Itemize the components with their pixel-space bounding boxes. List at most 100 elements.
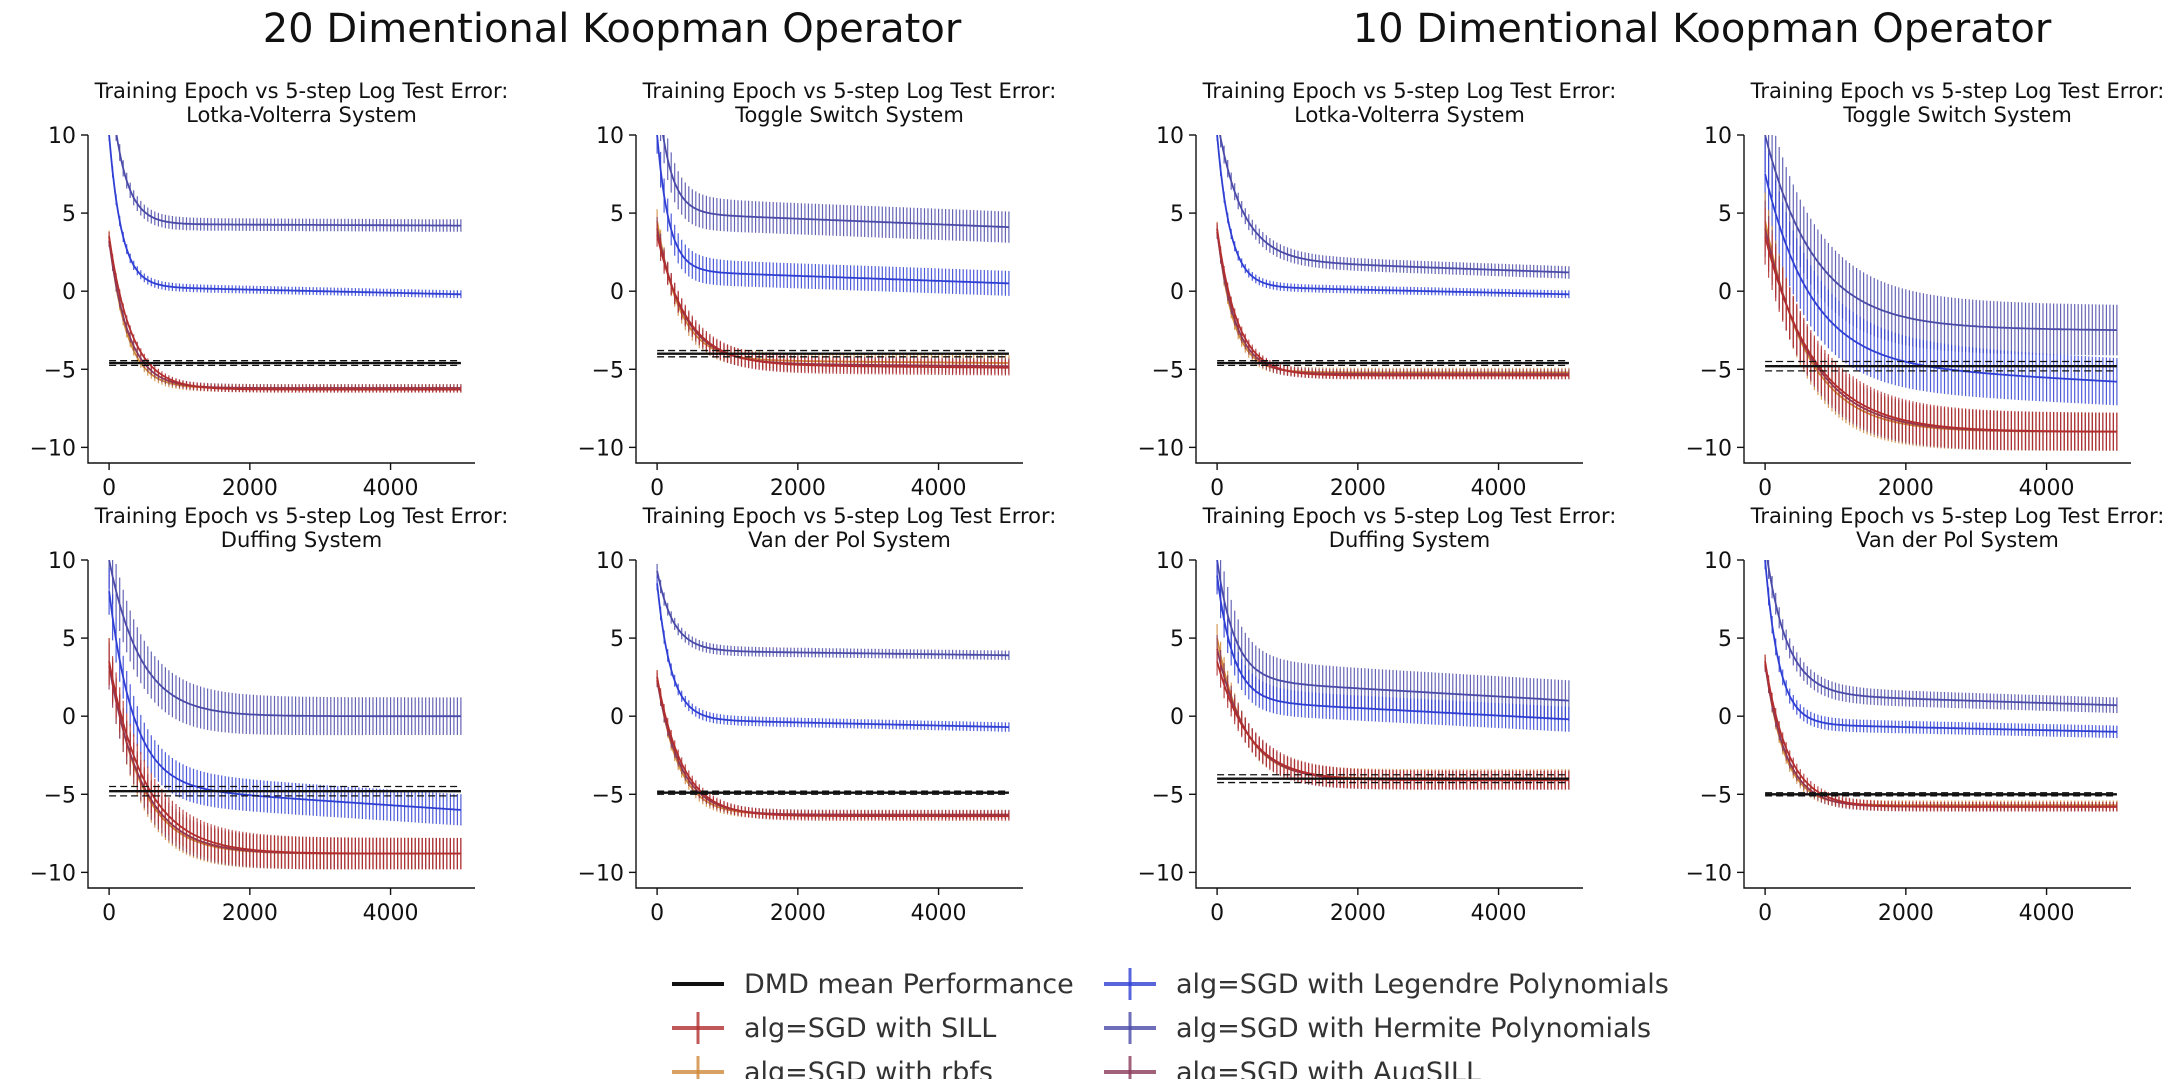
y-tick-label: 5 — [62, 202, 76, 227]
y-tick-label: −5 — [44, 783, 76, 808]
series-hermite — [1764, 135, 2118, 356]
plot-area — [656, 563, 1010, 821]
axis-spines — [1195, 560, 1583, 889]
y-tick-label: −10 — [1686, 436, 1732, 461]
legend-item-augsill: alg=SGD with AugSILL — [1104, 1056, 1481, 1079]
y-tick-label: 10 — [596, 124, 624, 149]
y-tick-label: 0 — [1170, 280, 1184, 305]
x-tick-label: 0 — [1210, 476, 1224, 501]
plot-area — [1764, 135, 2118, 451]
mean-line-legendre — [1764, 560, 2117, 733]
series-legendre — [1764, 560, 2118, 739]
error-bars-rbf — [108, 230, 462, 392]
y-tick-label: 10 — [1156, 124, 1184, 149]
y-tick-label: 5 — [1170, 627, 1184, 652]
x-tick-label: 0 — [650, 901, 664, 926]
series-legendre — [656, 135, 1010, 296]
dmd-reference — [657, 349, 1009, 358]
plot-area — [1216, 135, 1570, 380]
series-legendre — [1764, 138, 2118, 406]
chart-panel-3: Training Epoch vs 5-step Log Test Error:… — [1138, 79, 1617, 501]
plot-area — [108, 560, 462, 870]
mean-line-hermite — [662, 135, 1009, 229]
legend-label: alg=SGD with rbfs — [744, 1057, 993, 1079]
mean-line-hermite — [1216, 560, 1569, 702]
error-bars-hermite — [1220, 135, 1570, 279]
series-sill — [656, 670, 1010, 821]
chart-title-line: Lotka-Volterra System — [186, 103, 417, 127]
mean-line-hermite — [115, 135, 461, 227]
chart-panel-2: Training Epoch vs 5-step Log Test Error:… — [578, 79, 1057, 501]
mean-line-sill — [1764, 236, 2117, 433]
y-tick-label: −10 — [30, 861, 76, 886]
error-bars-augsill — [108, 235, 462, 392]
y-tick-label: −10 — [1138, 436, 1184, 461]
y-tick-label: −5 — [1152, 783, 1184, 808]
axis-spines — [1195, 135, 1583, 464]
plot-area — [108, 135, 462, 393]
left-section-title: 20 Dimentional Koopman Operator — [263, 6, 962, 52]
y-tick-label: 10 — [1704, 549, 1732, 574]
mean-line-hermite — [1766, 560, 2117, 707]
legend-item-dmd: DMD mean Performance — [672, 969, 1074, 1000]
mean-line-legendre — [108, 135, 461, 296]
axis-spines — [635, 560, 1023, 889]
mean-line-sill — [656, 676, 1009, 818]
mean-line-hermite — [1219, 135, 1569, 274]
y-tick-label: 5 — [610, 202, 624, 227]
y-tick-label: 10 — [1704, 124, 1732, 149]
chart-grid: Training Epoch vs 5-step Log Test Error:… — [30, 79, 2165, 926]
chart-panel-5: Training Epoch vs 5-step Log Test Error:… — [30, 504, 509, 926]
series-sill — [656, 223, 1010, 376]
x-tick-label: 0 — [650, 476, 664, 501]
legend-item-hermite: alg=SGD with Hermite Polynomials — [1104, 1012, 1651, 1044]
legend-label: alg=SGD with Hermite Polynomials — [1176, 1013, 1651, 1044]
error-bars-hermite — [656, 563, 1010, 660]
y-tick-label: 0 — [1170, 705, 1184, 730]
mean-line-sill — [656, 234, 1009, 369]
chart-title-line: Training Epoch vs 5-step Log Test Error: — [1750, 79, 2165, 103]
y-tick-label: −5 — [592, 358, 624, 383]
x-tick-label: 2000 — [770, 901, 826, 926]
chart-title-line: Training Epoch vs 5-step Log Test Error: — [1202, 79, 1617, 103]
series-hermite — [1766, 560, 2118, 714]
dmd-reference — [1217, 360, 1569, 367]
legend-item-legendre: alg=SGD with Legendre Polynomials — [1104, 968, 1669, 1000]
y-tick-label: 0 — [610, 280, 624, 305]
dmd-reference — [1217, 774, 1569, 784]
chart-panel-7: Training Epoch vs 5-step Log Test Error:… — [1138, 504, 1617, 926]
x-tick-label: 2000 — [222, 476, 278, 501]
legend-label: alg=SGD with Legendre Polynomials — [1176, 969, 1669, 1000]
x-tick-label: 4000 — [1471, 901, 1527, 926]
x-tick-label: 0 — [1758, 901, 1772, 926]
y-tick-label: −5 — [44, 358, 76, 383]
error-bars-hermite — [1768, 560, 2118, 714]
series-sill — [1216, 222, 1570, 380]
series-hermite — [656, 563, 1010, 660]
x-tick-label: 0 — [1210, 901, 1224, 926]
axis-spines — [635, 135, 1023, 464]
y-tick-label: 10 — [48, 124, 76, 149]
mean-line-sill — [1216, 228, 1569, 377]
series-legendre — [1216, 560, 1570, 732]
y-tick-label: 5 — [1170, 202, 1184, 227]
y-tick-label: −10 — [30, 436, 76, 461]
axis-spines — [87, 135, 475, 464]
mean-line-hermite — [656, 570, 1009, 657]
axis-spines — [1743, 135, 2131, 464]
dmd-reference — [1765, 792, 2117, 797]
y-tick-label: 0 — [62, 280, 76, 305]
series-hermite — [115, 135, 462, 232]
dmd-reference — [109, 785, 461, 797]
x-tick-label: 2000 — [222, 901, 278, 926]
series-hermite — [108, 560, 462, 736]
chart-title-line: Training Epoch vs 5-step Log Test Error: — [94, 79, 509, 103]
chart-title-line: Lotka-Volterra System — [1294, 103, 1525, 127]
x-tick-label: 4000 — [2019, 901, 2075, 926]
legend: DMD mean Performance alg=SGD with SILL alg… — [672, 968, 1669, 1079]
x-tick-label: 0 — [1758, 476, 1772, 501]
chart-title-line: Toggle Switch System — [1842, 103, 2072, 127]
right-section-title: 10 Dimentional Koopman Operator — [1353, 6, 2052, 52]
y-tick-label: 0 — [1718, 705, 1732, 730]
chart-panel-4: Training Epoch vs 5-step Log Test Error:… — [1686, 79, 2165, 501]
